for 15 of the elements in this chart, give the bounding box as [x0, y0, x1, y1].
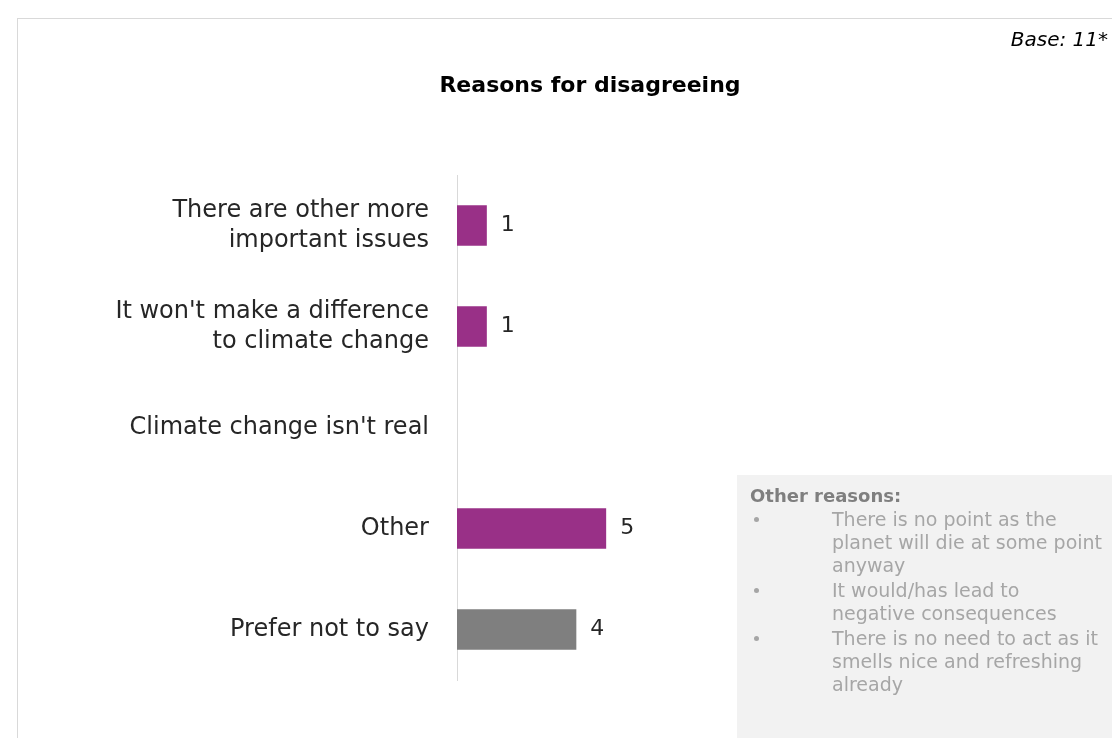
- y-tick-label: It won't make a difference to climate change: [115, 295, 429, 354]
- data-label: 1: [500, 312, 515, 338]
- data-label: 5: [620, 514, 635, 540]
- y-tick-label: Other: [360, 512, 430, 541]
- text: It would/has lead to negative consequences: [831, 579, 1058, 625]
- y-tick-label: There are other more important issues: [171, 194, 429, 253]
- text: Other reasons:: [750, 485, 903, 506]
- y-tick-label: Prefer not to say: [230, 613, 429, 642]
- text: There is no point as the planet will die at some point anyway: [831, 508, 1104, 577]
- chart-title: Reasons for disagreeing: [438, 72, 742, 97]
- text: There is no need to act as it smells nice and refreshing already: [831, 627, 1099, 696]
- data-label: 1: [500, 211, 515, 237]
- text: Base: 11*: [1010, 27, 1108, 51]
- y-tick-label: Climate change isn't real: [129, 411, 429, 440]
- data-label: 4: [590, 615, 605, 641]
